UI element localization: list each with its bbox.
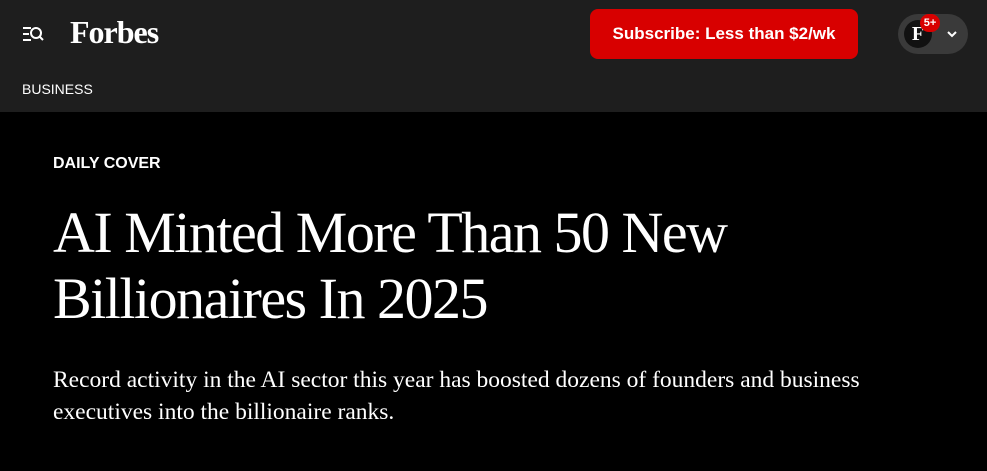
notification-badge: 5+ [920,14,940,32]
chevron-icon [947,31,957,38]
subscribe-button[interactable]: Subscribe: Less than $2/wk [590,9,858,59]
account-menu[interactable]: F 5+ [898,14,968,54]
headline: AI Minted More Than 50 New Billionaires … [53,200,728,331]
section-link[interactable]: BUSINESS [22,81,93,97]
article-label: DAILY COVER [53,155,161,172]
dek: Record activity in the AI sector this ye… [53,367,860,425]
logo[interactable]: Forbes [70,14,159,50]
menu-icon[interactable] [22,24,44,44]
site-header: Forbes Subscribe: Less than $2/wk F 5+ B… [0,0,987,112]
